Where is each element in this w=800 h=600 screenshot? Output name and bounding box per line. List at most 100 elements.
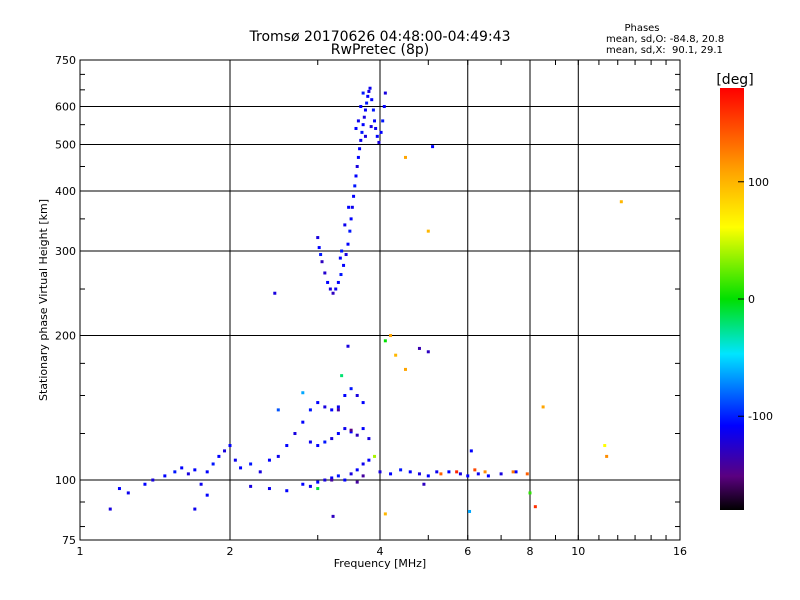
data-point (143, 482, 147, 486)
data-point (336, 432, 340, 436)
data-point (301, 391, 305, 395)
x-tick-label: 10 (571, 545, 585, 558)
data-point (330, 437, 334, 441)
data-point (439, 472, 443, 476)
data-point (541, 405, 545, 409)
data-point (173, 470, 177, 474)
data-point (323, 478, 327, 482)
data-point (349, 428, 353, 432)
data-point (205, 493, 209, 497)
data-point (276, 454, 280, 458)
colorbar-ticks: 100 0 -100 (738, 176, 773, 423)
data-point (276, 408, 280, 412)
data-point (358, 147, 362, 151)
data-point (346, 344, 350, 348)
data-point (426, 229, 430, 233)
data-point (258, 470, 262, 474)
phase-info-x: mean, sd,X: 90.1, 29.1 (606, 45, 723, 56)
data-point (328, 287, 332, 291)
data-point (316, 480, 320, 484)
data-point (361, 474, 365, 478)
data-point (340, 374, 344, 378)
data-point (394, 353, 398, 357)
data-point (368, 86, 372, 90)
y-tick-label: 500 (55, 139, 76, 152)
data-point (370, 98, 374, 102)
colorbar-label: [deg] (716, 72, 753, 88)
data-point (349, 387, 353, 391)
data-point (343, 394, 347, 398)
data-point (355, 480, 359, 484)
x-tick-label: 8 (527, 545, 534, 558)
y-tick-label: 300 (55, 245, 76, 258)
data-point (466, 474, 470, 478)
data-point (223, 449, 227, 453)
data-point (363, 134, 367, 138)
data-point (403, 155, 407, 159)
data-point (239, 466, 243, 470)
data-point (108, 507, 112, 511)
data-point (217, 454, 221, 458)
data-point (383, 91, 387, 95)
data-point (366, 94, 370, 98)
data-point (383, 512, 387, 516)
data-point (476, 472, 480, 476)
data-point (228, 444, 232, 448)
data-point (323, 440, 327, 444)
phase-info-o: mean, sd,O: -84.8, 20.8 (606, 34, 724, 45)
data-point (354, 126, 358, 130)
data-point (339, 273, 343, 277)
data-point (356, 119, 360, 123)
x-tick-label: 1 (77, 545, 84, 558)
data-point (344, 253, 348, 257)
data-point (417, 346, 421, 350)
data-point (369, 125, 373, 129)
data-points (108, 86, 623, 518)
data-point (126, 491, 130, 495)
data-point (336, 280, 340, 284)
data-point (356, 155, 360, 159)
y-tick-label: 200 (55, 330, 76, 343)
data-point (211, 462, 215, 466)
data-point (293, 432, 297, 436)
data-point (605, 454, 609, 458)
data-point (323, 271, 327, 275)
data-point (347, 205, 351, 209)
x-tick-label: 6 (464, 545, 471, 558)
data-point (373, 454, 377, 458)
data-point (360, 130, 364, 134)
data-point (389, 334, 393, 338)
data-point (151, 478, 155, 482)
data-point (186, 472, 190, 476)
data-point (343, 478, 347, 482)
data-point (308, 484, 312, 488)
data-point (408, 470, 412, 474)
data-point (249, 462, 253, 466)
data-point (365, 101, 369, 105)
x-tick-label: 4 (377, 545, 384, 558)
data-point (331, 514, 335, 518)
y-tick-label: 100 (55, 474, 76, 487)
data-point (374, 126, 378, 130)
data-point (336, 405, 340, 409)
data-point (375, 134, 379, 138)
data-point (373, 119, 377, 123)
chart-subtitle: RwPretec (8p) (331, 42, 429, 58)
data-point (458, 472, 462, 476)
data-point (193, 507, 197, 511)
data-point (371, 108, 375, 112)
data-point (383, 339, 387, 343)
data-point (285, 444, 289, 448)
data-point (180, 466, 184, 470)
data-point (511, 470, 515, 474)
data-point (336, 408, 340, 412)
data-point (382, 105, 386, 109)
y-tick-label: 600 (55, 101, 76, 114)
data-point (499, 472, 503, 476)
data-point (367, 458, 371, 462)
y-axis-label: Stationary phase Virtual Height [km] (37, 199, 50, 401)
data-point (331, 291, 335, 295)
data-point (319, 253, 323, 257)
data-point (326, 280, 330, 284)
